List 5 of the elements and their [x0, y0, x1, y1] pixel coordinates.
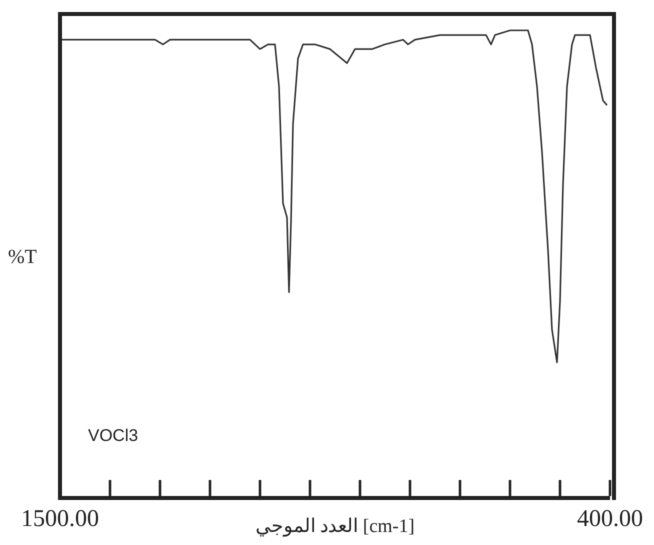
y-axis-title: %T — [8, 246, 37, 269]
x-axis-title: العدد الموجي [cm-1] — [255, 516, 415, 537]
annotation: VOCl3 — [88, 426, 138, 446]
x-tick-label: 1500.00 — [21, 506, 99, 532]
x-tick-label: 400.00 — [577, 506, 643, 532]
